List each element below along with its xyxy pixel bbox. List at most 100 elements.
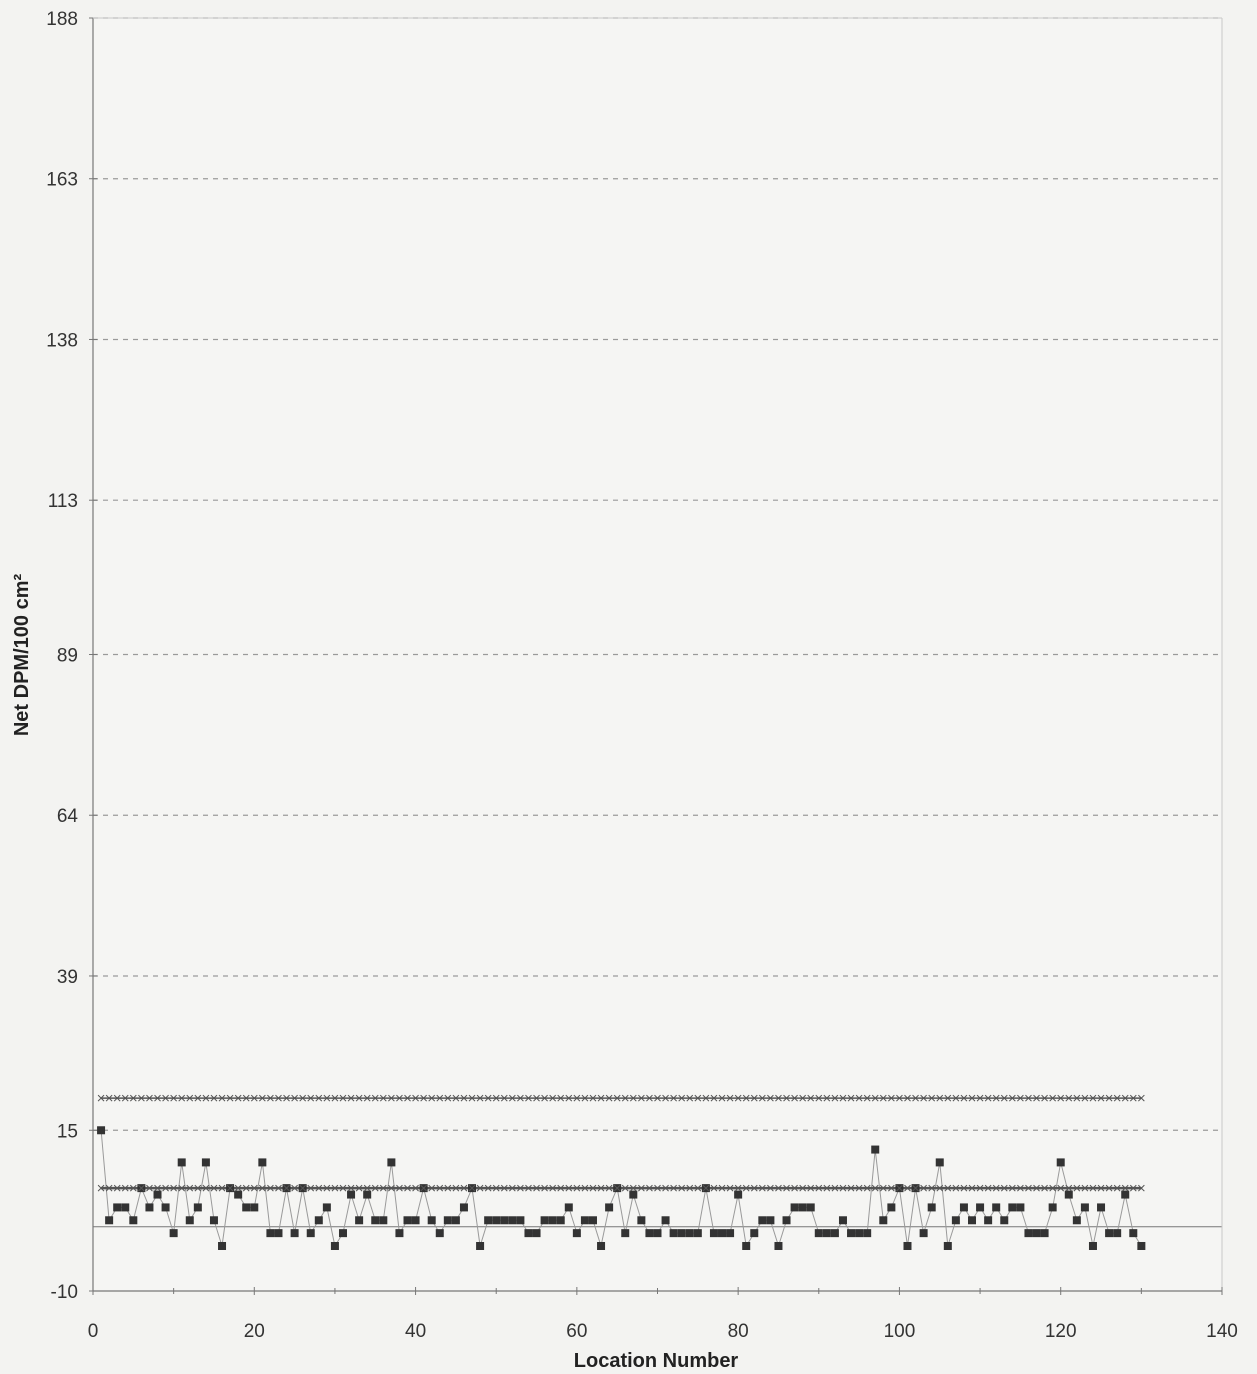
threshold-marker bbox=[573, 1184, 581, 1192]
threshold-marker bbox=[500, 1184, 508, 1192]
threshold-marker bbox=[476, 1094, 484, 1102]
threshold-marker bbox=[1049, 1184, 1057, 1192]
threshold-marker bbox=[1065, 1094, 1073, 1102]
threshold-marker bbox=[912, 1094, 919, 1102]
threshold-marker bbox=[379, 1094, 387, 1102]
threshold-marker bbox=[468, 1184, 476, 1192]
threshold-marker bbox=[758, 1184, 766, 1192]
threshold-marker bbox=[267, 1094, 274, 1102]
data-point bbox=[443, 1216, 452, 1225]
threshold-marker bbox=[460, 1184, 468, 1192]
threshold-marker bbox=[702, 1094, 710, 1102]
data-point bbox=[411, 1216, 420, 1225]
threshold-marker bbox=[218, 1184, 226, 1192]
threshold-marker bbox=[315, 1184, 323, 1192]
threshold-marker bbox=[105, 1094, 113, 1102]
threshold-marker bbox=[500, 1094, 508, 1102]
threshold-marker bbox=[968, 1094, 976, 1102]
threshold-marker bbox=[888, 1184, 895, 1192]
threshold-marker bbox=[654, 1094, 661, 1102]
data-point bbox=[500, 1216, 509, 1225]
threshold-marker bbox=[331, 1094, 339, 1102]
data-point bbox=[355, 1216, 364, 1225]
threshold-marker bbox=[1105, 1094, 1113, 1102]
data-point bbox=[774, 1241, 783, 1250]
threshold-marker bbox=[121, 1184, 129, 1192]
data-point bbox=[209, 1216, 218, 1225]
data-point bbox=[1072, 1216, 1081, 1225]
data-point bbox=[1088, 1241, 1097, 1250]
data-point bbox=[540, 1216, 549, 1225]
data-point bbox=[992, 1203, 1001, 1212]
threshold-marker bbox=[646, 1184, 653, 1192]
threshold-marker bbox=[517, 1094, 524, 1102]
threshold-marker bbox=[549, 1184, 557, 1192]
threshold-marker bbox=[315, 1094, 323, 1102]
data-point bbox=[605, 1203, 614, 1212]
x-axis-label: Location Number bbox=[574, 1350, 739, 1372]
threshold-marker bbox=[686, 1184, 694, 1192]
data-point bbox=[338, 1229, 347, 1238]
threshold-marker bbox=[654, 1184, 661, 1192]
threshold-marker bbox=[138, 1184, 145, 1192]
threshold-marker bbox=[355, 1094, 363, 1102]
threshold-marker bbox=[839, 1094, 847, 1102]
data-point bbox=[548, 1216, 557, 1225]
threshold-marker bbox=[154, 1184, 161, 1192]
threshold-marker bbox=[299, 1184, 307, 1192]
threshold-marker bbox=[1025, 1184, 1032, 1192]
threshold-marker bbox=[420, 1184, 427, 1192]
threshold-marker bbox=[944, 1094, 952, 1102]
threshold-marker bbox=[323, 1094, 331, 1102]
threshold-marker bbox=[807, 1184, 815, 1192]
y-axis-label: Net DPM/100 cm² bbox=[11, 574, 33, 737]
threshold-marker bbox=[105, 1184, 113, 1192]
threshold-marker bbox=[605, 1094, 613, 1102]
threshold-marker bbox=[291, 1094, 298, 1102]
x-tick-label: 0 bbox=[88, 1321, 99, 1342]
data-point bbox=[492, 1216, 501, 1225]
threshold-marker bbox=[194, 1184, 202, 1192]
y-tick-label: 163 bbox=[46, 170, 78, 191]
threshold-marker bbox=[678, 1094, 686, 1102]
threshold-marker bbox=[678, 1184, 686, 1192]
data-point bbox=[258, 1158, 267, 1167]
data-point bbox=[201, 1158, 210, 1167]
threshold-marker bbox=[896, 1184, 903, 1192]
data-point bbox=[742, 1241, 751, 1250]
data-point bbox=[572, 1229, 581, 1238]
data-point bbox=[290, 1229, 299, 1238]
data-point bbox=[1048, 1203, 1057, 1212]
threshold-marker bbox=[202, 1094, 210, 1102]
x-tick-label: 80 bbox=[728, 1321, 749, 1342]
y-tick-label: 113 bbox=[48, 491, 78, 512]
x-tick-label: 120 bbox=[1045, 1321, 1077, 1342]
threshold-marker bbox=[855, 1184, 863, 1192]
data-point bbox=[177, 1158, 186, 1167]
data-point bbox=[395, 1229, 404, 1238]
threshold-marker bbox=[952, 1184, 960, 1192]
threshold-marker bbox=[702, 1184, 710, 1192]
data-point bbox=[403, 1216, 412, 1225]
threshold-marker bbox=[791, 1184, 798, 1192]
threshold-marker bbox=[1089, 1094, 1097, 1102]
threshold-marker bbox=[920, 1094, 927, 1102]
data-point bbox=[1097, 1203, 1106, 1212]
threshold-marker bbox=[1025, 1094, 1032, 1102]
threshold-marker bbox=[783, 1094, 790, 1102]
threshold-marker bbox=[267, 1184, 274, 1192]
data-point bbox=[597, 1241, 606, 1250]
threshold-marker bbox=[1008, 1184, 1016, 1192]
data-point bbox=[782, 1216, 791, 1225]
data-point bbox=[379, 1216, 388, 1225]
threshold-marker bbox=[396, 1184, 403, 1192]
threshold-marker bbox=[202, 1184, 210, 1192]
data-point bbox=[959, 1203, 968, 1212]
threshold-marker bbox=[944, 1184, 952, 1192]
threshold-marker bbox=[97, 1184, 105, 1192]
threshold-marker bbox=[629, 1094, 637, 1102]
threshold-marker bbox=[968, 1184, 976, 1192]
threshold-marker bbox=[1033, 1184, 1040, 1192]
x-tick-label: 140 bbox=[1206, 1321, 1238, 1342]
threshold-marker bbox=[1017, 1184, 1024, 1192]
